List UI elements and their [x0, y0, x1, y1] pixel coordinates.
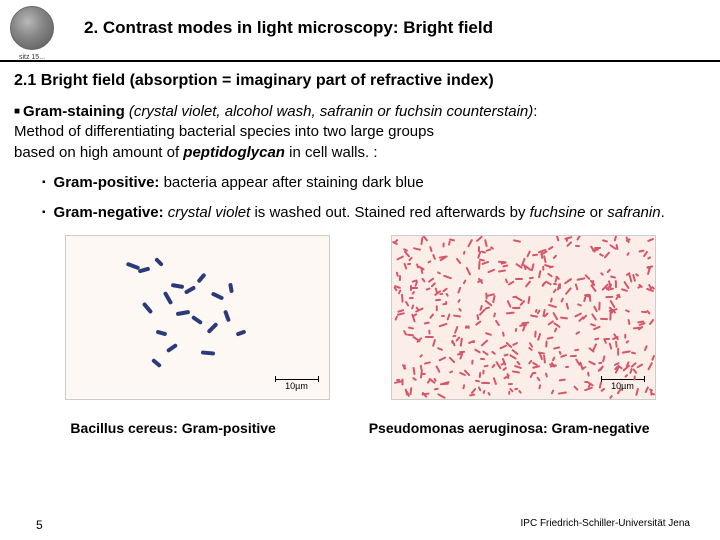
- captions-row: Bacillus cereus: Gram-positive Pseudomon…: [14, 420, 706, 436]
- slide-title: 2. Contrast modes in light microscopy: B…: [84, 18, 493, 38]
- institution-name: IPC Friedrich-Schiller-Universität Jena: [521, 518, 691, 532]
- gram-paren: (crystal violet, alcohol wash, safranin …: [125, 103, 534, 120]
- caption-right: Pseudomonas aeruginosa: Gram-negative: [369, 420, 650, 436]
- gram-negative-image: 10µm: [391, 235, 656, 400]
- slide-header: sitz 15... 2. Contrast modes in light mi…: [0, 0, 720, 54]
- bullet-square-icon: ▪: [42, 173, 46, 193]
- microscopy-images-row: 10µm 10µm: [14, 235, 706, 400]
- gram-staining-para: ■ Gram-staining (crystal violet, alcohol…: [14, 102, 706, 163]
- gram-positive-bullet: ▪ Gram-positive: bacteria appear after s…: [42, 173, 706, 193]
- gram-line3: based on high amount of peptidoglycan in…: [14, 143, 706, 163]
- title-rule: [0, 60, 720, 62]
- slide-footer: 5 IPC Friedrich-Schiller-Universität Jen…: [0, 518, 720, 532]
- seal-subtext: sitz 15...: [19, 54, 45, 61]
- gram-line2: Method of differentiating bacterial spec…: [14, 122, 706, 142]
- university-seal-icon: sitz 15...: [10, 6, 54, 50]
- bullet-square-icon: ▪: [42, 203, 46, 223]
- section-subtitle: 2.1 Bright field (absorption = imaginary…: [14, 72, 706, 90]
- page-number: 5: [36, 518, 43, 532]
- gram-positive-image: 10µm: [65, 235, 330, 400]
- gram-negative-bullet: ▪ Gram-negative: crystal violet is washe…: [42, 203, 706, 223]
- bullet-square-icon: ■: [14, 102, 20, 122]
- gram-lead: Gram-staining: [23, 103, 125, 120]
- caption-left: Bacillus cereus: Gram-positive: [70, 420, 275, 436]
- slide-content: 2.1 Bright field (absorption = imaginary…: [0, 72, 720, 436]
- scalebar-left: 10µm: [275, 379, 319, 391]
- sub-bullet-list: ▪ Gram-positive: bacteria appear after s…: [14, 173, 706, 224]
